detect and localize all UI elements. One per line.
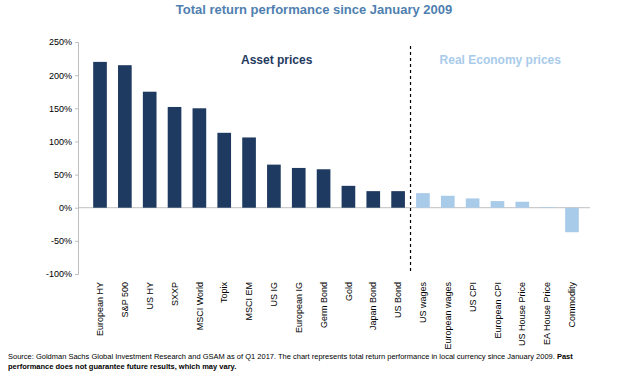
source-note: Source: Goldman Sachs Global Investment …: [8, 352, 620, 372]
annotation: Real Economy prices: [440, 53, 562, 67]
x-tick: US Bond: [393, 282, 403, 318]
y-tick-mark: [75, 42, 78, 43]
y-tick: 0%: [59, 203, 78, 213]
bar: [342, 186, 356, 208]
bars: [93, 62, 579, 232]
bar: [515, 202, 529, 208]
x-tick-label: US CPI: [468, 282, 478, 312]
x-axis: European HY S&P 500 US HY SXXP MSCI World Top…: [83, 275, 591, 350]
y-tick-mark: [75, 141, 78, 142]
y-tick-mark: [75, 75, 78, 76]
x-tick-label: MSCI EM: [244, 282, 254, 321]
y-tick: 100%: [49, 137, 78, 147]
y-axis: -100% -50% 0% 50% 100% 150% 200% 250%: [46, 37, 79, 279]
bar: [193, 108, 207, 207]
x-tick-label: European wages: [443, 282, 453, 350]
bar: [366, 191, 380, 208]
y-tick-label: 150%: [49, 104, 72, 114]
x-tick-label: US IG: [269, 282, 279, 307]
divider: [410, 46, 411, 274]
y-tick-label: 0%: [59, 203, 72, 213]
x-tick-label: US wages: [418, 282, 428, 324]
x-tick: MSCI EM: [244, 282, 254, 321]
y-tick-mark: [75, 208, 78, 209]
y-tick: 50%: [54, 170, 78, 180]
bar: [391, 191, 405, 208]
y-tick: 150%: [49, 104, 78, 114]
bar: [416, 193, 430, 208]
x-tick-label: Germ Bond: [319, 282, 329, 328]
x-tick: Gold: [344, 282, 354, 301]
x-tick-label: SXXP: [170, 282, 180, 306]
x-tick-label: European CPI: [493, 282, 503, 339]
x-tick: European wages: [443, 282, 453, 350]
y-tick-label: 50%: [54, 170, 72, 180]
y-tick-mark: [75, 274, 78, 275]
y-tick-mark: [75, 108, 78, 109]
annotation: Asset prices: [241, 53, 313, 67]
chart-title: Total return performance since January 2…: [176, 2, 452, 17]
x-tick: Topix: [219, 282, 229, 304]
x-tick: European CPI: [493, 282, 503, 339]
x-tick-label: US House Price: [517, 282, 527, 346]
x-tick: US House Price: [517, 282, 527, 346]
x-tick: MSCI World: [195, 282, 205, 330]
x-tick: US IG: [269, 282, 279, 307]
y-tick-label: 250%: [49, 37, 72, 47]
bar: [565, 208, 579, 233]
bar: [491, 201, 505, 208]
x-tick-label: Commodity: [567, 282, 577, 328]
bar: [217, 133, 231, 208]
x-tick-label: S&P 500: [120, 282, 130, 317]
x-tick: EA House Price: [542, 282, 552, 345]
x-tick-label: European IG: [294, 282, 304, 333]
y-axis-line: [75, 43, 79, 275]
x-tick: Commodity: [567, 282, 577, 328]
x-tick-label: European HY: [95, 282, 105, 336]
x-tick: SXXP: [170, 282, 180, 306]
x-tick: Germ Bond: [319, 282, 329, 328]
x-tick: S&P 500: [120, 282, 130, 317]
bar: [93, 62, 107, 208]
x-tick-label: Japan Bond: [368, 282, 378, 330]
bar: [540, 207, 554, 209]
x-tick-label: US HY: [145, 282, 155, 310]
x-axis-line: [83, 274, 591, 275]
x-tick: US CPI: [468, 282, 478, 312]
x-tick: European HY: [95, 282, 105, 336]
bar: [168, 107, 182, 208]
y-tick: -50%: [51, 236, 78, 246]
x-tick-label: MSCI World: [195, 282, 205, 330]
y-tick-label: -50%: [51, 236, 72, 246]
bar: [292, 168, 306, 208]
y-tick-label: 200%: [49, 71, 72, 81]
y-tick: 200%: [49, 71, 78, 81]
source-text: Source: Goldman Sachs Global Investment …: [8, 352, 557, 361]
y-tick: 250%: [49, 37, 78, 47]
x-tick-label: US Bond: [393, 282, 403, 318]
y-tick-label: -100%: [46, 269, 72, 279]
bar: [118, 65, 132, 208]
x-tick: Japan Bond: [368, 282, 378, 330]
bar: [143, 92, 157, 208]
x-tick: US wages: [418, 282, 428, 324]
x-tick-label: Gold: [344, 282, 354, 301]
x-tick-label: EA House Price: [542, 282, 552, 345]
x-tick-label: Topix: [219, 282, 229, 304]
x-tick: US HY: [145, 282, 155, 310]
bar: [317, 169, 331, 207]
y-tick-label: 100%: [49, 137, 72, 147]
x-tick: European IG: [294, 282, 304, 333]
bar: [242, 137, 256, 207]
y-tick-mark: [75, 241, 78, 242]
bar: [267, 165, 281, 208]
y-tick: -100%: [46, 269, 78, 279]
bar: [466, 198, 480, 207]
y-tick-mark: [75, 175, 78, 176]
bar: [441, 196, 455, 208]
